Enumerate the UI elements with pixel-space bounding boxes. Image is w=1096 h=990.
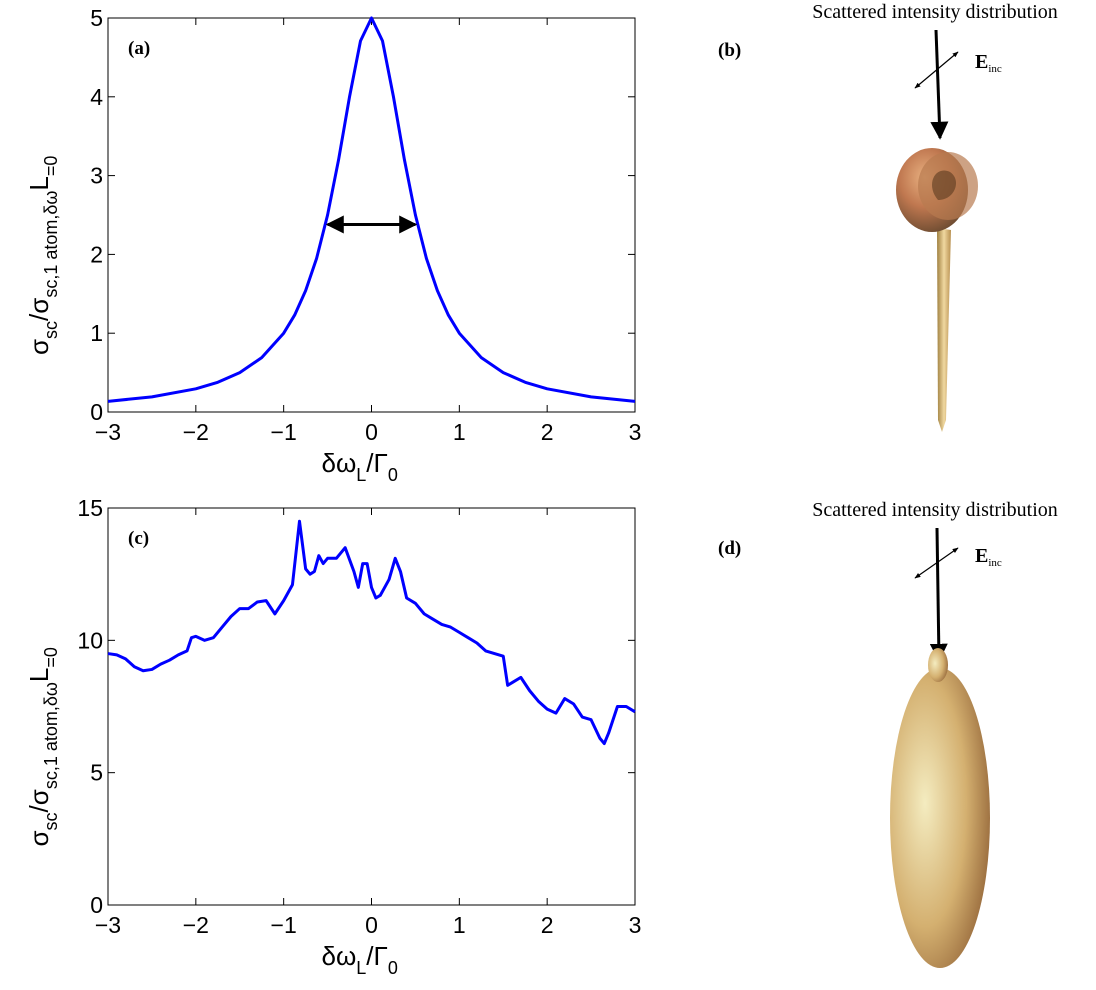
panel-label: (a) — [128, 38, 150, 59]
label-subscript: =0 — [41, 156, 61, 177]
x-tick-label: 2 — [541, 419, 554, 445]
panel-label: (c) — [128, 528, 149, 549]
label-subscript: L — [356, 465, 366, 485]
x-tick-label: 2 — [541, 912, 554, 938]
x-tick-label: 0 — [365, 419, 378, 445]
x-tick-label: 3 — [629, 419, 642, 445]
data-line — [107, 16, 636, 403]
label-text: /Γ — [366, 448, 388, 478]
field-subscript: inc — [988, 557, 1002, 569]
illustration-title: Scattered intensity distribution — [812, 1, 1058, 23]
x-tick-label: 1 — [453, 912, 466, 938]
x-tick-label: 3 — [629, 912, 642, 938]
label-subscript: L — [356, 958, 366, 978]
field-symbol: E — [975, 51, 988, 73]
field-subscript: inc — [988, 63, 1002, 75]
x-tick-label: −1 — [271, 912, 297, 938]
label-subscript: sc,1 atom,δω — [41, 682, 61, 789]
label-subscript: sc — [41, 812, 61, 830]
label-text: δω — [322, 448, 357, 478]
label-subscript: sc — [41, 321, 61, 339]
illustration-title: Scattered intensity distribution — [812, 499, 1058, 521]
label-subscript: =0 — [41, 647, 61, 668]
y-axis-label: σsc/σsc,1 atom,δωL=0 — [24, 647, 61, 846]
y-tick-label: 15 — [77, 495, 103, 521]
label-text: σ — [24, 339, 54, 355]
y-tick-label: 5 — [90, 5, 103, 31]
label-subscript: sc,1 atom,δω — [41, 191, 61, 298]
y-tick-label: 5 — [90, 760, 103, 786]
x-tick-label: −3 — [95, 912, 121, 938]
x-axis-label: δωL/Γ0 — [322, 448, 398, 485]
y-tick-label: 0 — [90, 892, 103, 918]
illustration-b: Scattered intensity distribution (b) Ein… — [718, 1, 1058, 432]
x-tick-label: −3 — [95, 419, 121, 445]
label-subscript: 0 — [388, 958, 398, 978]
label-text: /σ — [24, 789, 54, 812]
label-text: σ — [24, 830, 54, 846]
y-tick-label: 4 — [90, 84, 103, 110]
polarization-arrow — [914, 51, 959, 89]
panel-label: (b) — [718, 40, 741, 61]
x-tick-label: −2 — [183, 912, 209, 938]
y-tick-label: 2 — [90, 241, 103, 267]
x-tick-label: −2 — [183, 419, 209, 445]
y-tick-label: 10 — [77, 627, 103, 653]
x-tick-label: 0 — [365, 912, 378, 938]
x-tick-label: −1 — [271, 419, 297, 445]
plot-frame — [107, 17, 636, 413]
x-tick-label: 1 — [453, 419, 466, 445]
label-text: /Γ — [366, 941, 388, 971]
label-text: L — [24, 176, 54, 190]
incident-arrow — [930, 29, 949, 140]
plot-frame — [107, 507, 636, 906]
back-lobe — [928, 648, 948, 682]
field-label: Einc — [975, 545, 1002, 569]
illustration-d: Scattered intensity distribution (d) Ein… — [718, 499, 1058, 968]
panel-label: (d) — [718, 538, 741, 559]
main-lobe — [890, 668, 990, 968]
stalk-lobe — [937, 228, 951, 432]
y-tick-label: 1 — [90, 320, 103, 346]
label-text: L — [24, 668, 54, 682]
data-line — [107, 519, 636, 746]
y-tick-label: 0 — [90, 399, 103, 425]
torus-hole — [931, 170, 957, 200]
polarization-arrow — [914, 547, 959, 579]
incident-arrow — [929, 527, 948, 662]
y-axis-label: σsc/σsc,1 atom,δωL=0 — [24, 156, 61, 355]
label-text: /σ — [24, 298, 54, 321]
label-text: δω — [322, 941, 357, 971]
y-tick-label: 3 — [90, 163, 103, 189]
x-axis-label: δωL/Γ0 — [322, 941, 398, 978]
field-symbol: E — [975, 545, 988, 567]
label-subscript: 0 — [388, 465, 398, 485]
field-label: Einc — [975, 51, 1002, 75]
